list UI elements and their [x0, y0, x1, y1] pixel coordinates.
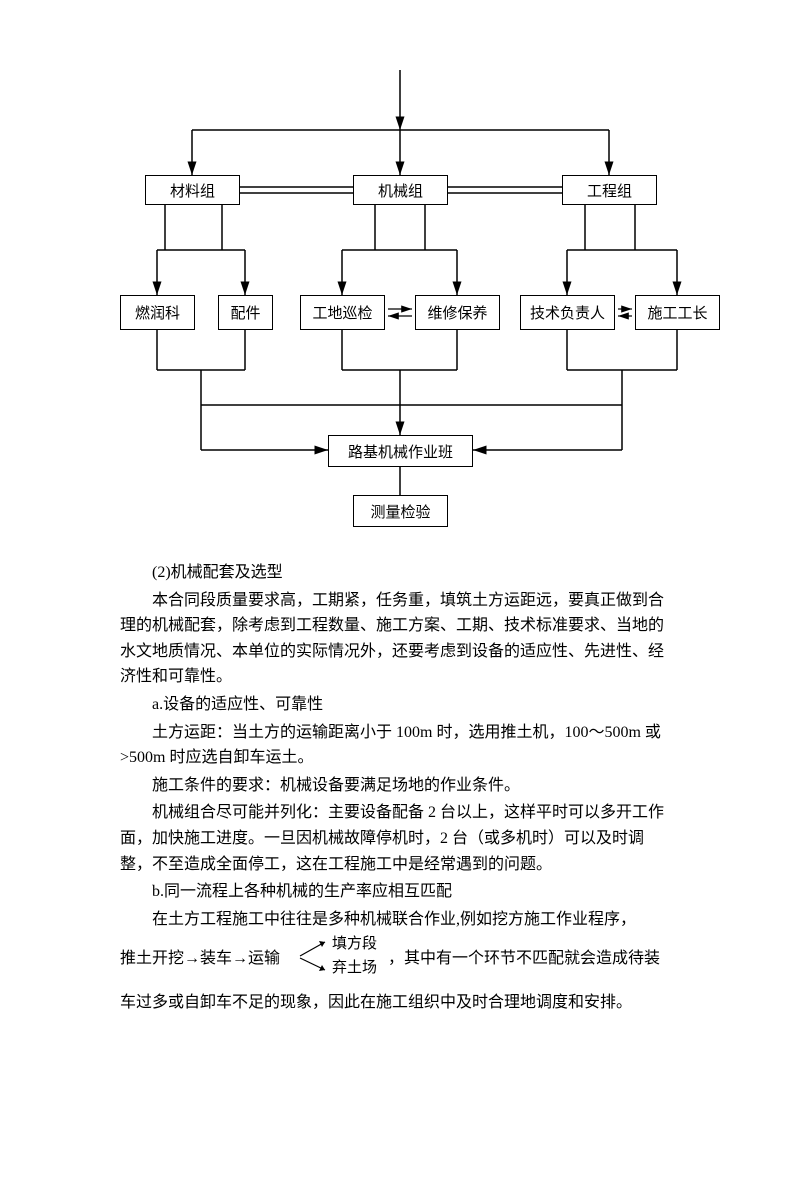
- node-label: 工地巡检: [312, 302, 372, 323]
- node-machinery-group: 机械组: [353, 175, 448, 205]
- node-label: 维修保养: [427, 302, 487, 323]
- node-tech-lead: 技术负责人: [520, 295, 615, 330]
- node-material-group: 材料组: [145, 175, 240, 205]
- node-maintenance: 维修保养: [415, 295, 500, 330]
- node-engineering-group: 工程组: [562, 175, 657, 205]
- node-label: 施工工长: [647, 302, 707, 323]
- node-label: 技术负责人: [530, 302, 605, 323]
- paragraph: 施工条件的要求：机械设备要满足场地的作业条件。: [120, 773, 674, 799]
- org-flowchart: 材料组 机械组 工程组 燃润科 配件 工地巡检 维修保养 技术负责人 施工工长 …: [0, 70, 794, 560]
- document-text: (2)机械配套及选型 本合同段质量要求高，工期紧，任务重，填筑土方运距远，要真正…: [0, 560, 794, 1016]
- node-roadbed-team: 路基机械作业班: [328, 435, 473, 467]
- node-label: 材料组: [170, 180, 215, 201]
- node-label: 燃润科: [135, 302, 180, 323]
- paragraph: 车过多或自卸车不足的现象，因此在施工组织中及时合理地调度和安排。: [120, 990, 674, 1016]
- node-measurement: 测量检验: [353, 495, 448, 527]
- node-site-inspection: 工地巡检: [300, 295, 385, 330]
- node-foreman: 施工工长: [635, 295, 720, 330]
- node-label: 配件: [230, 302, 260, 323]
- heading-2: (2)机械配套及选型: [120, 560, 674, 586]
- subheading-b: b.同一流程上各种机械的生产率应相互匹配: [120, 879, 674, 905]
- branch-label-1: 填方段: [332, 932, 377, 956]
- paragraph: 本合同段质量要求高，工期紧，任务重，填筑土方运距远，要真正做到合理的机械配套，除…: [120, 588, 674, 690]
- node-label: 路基机械作业班: [348, 441, 453, 462]
- node-label: 机械组: [378, 180, 423, 201]
- paragraph: 土方运距：当土方的运输距离小于 100m 时，选用推土机，100～500m 或>…: [120, 720, 674, 771]
- node-label: 测量检验: [370, 501, 430, 522]
- flow-text-prefix: 推土开挖→装车→运输: [120, 946, 280, 972]
- subheading-a: a.设备的适应性、可靠性: [120, 692, 674, 718]
- paragraph: 在土方工程施工中往往是多种机械联合作业,例如挖方施工作业程序，: [120, 907, 674, 933]
- node-parts: 配件: [218, 295, 273, 330]
- flow-text-suffix: ，其中有一个环节不匹配就会造成待装: [388, 946, 660, 972]
- inline-flow-diagram: 推土开挖→装车→运输 填方段 弃土场 ，其中有一个环节不匹配就会造成待装: [120, 934, 674, 982]
- node-fuel-dept: 燃润科: [120, 295, 195, 330]
- branch-label-2: 弃土场: [332, 956, 377, 980]
- node-label: 工程组: [587, 180, 632, 201]
- paragraph: 机械组合尽可能并列化：主要设备配备 2 台以上，这样平时可以多开工作面，加快施工…: [120, 800, 674, 877]
